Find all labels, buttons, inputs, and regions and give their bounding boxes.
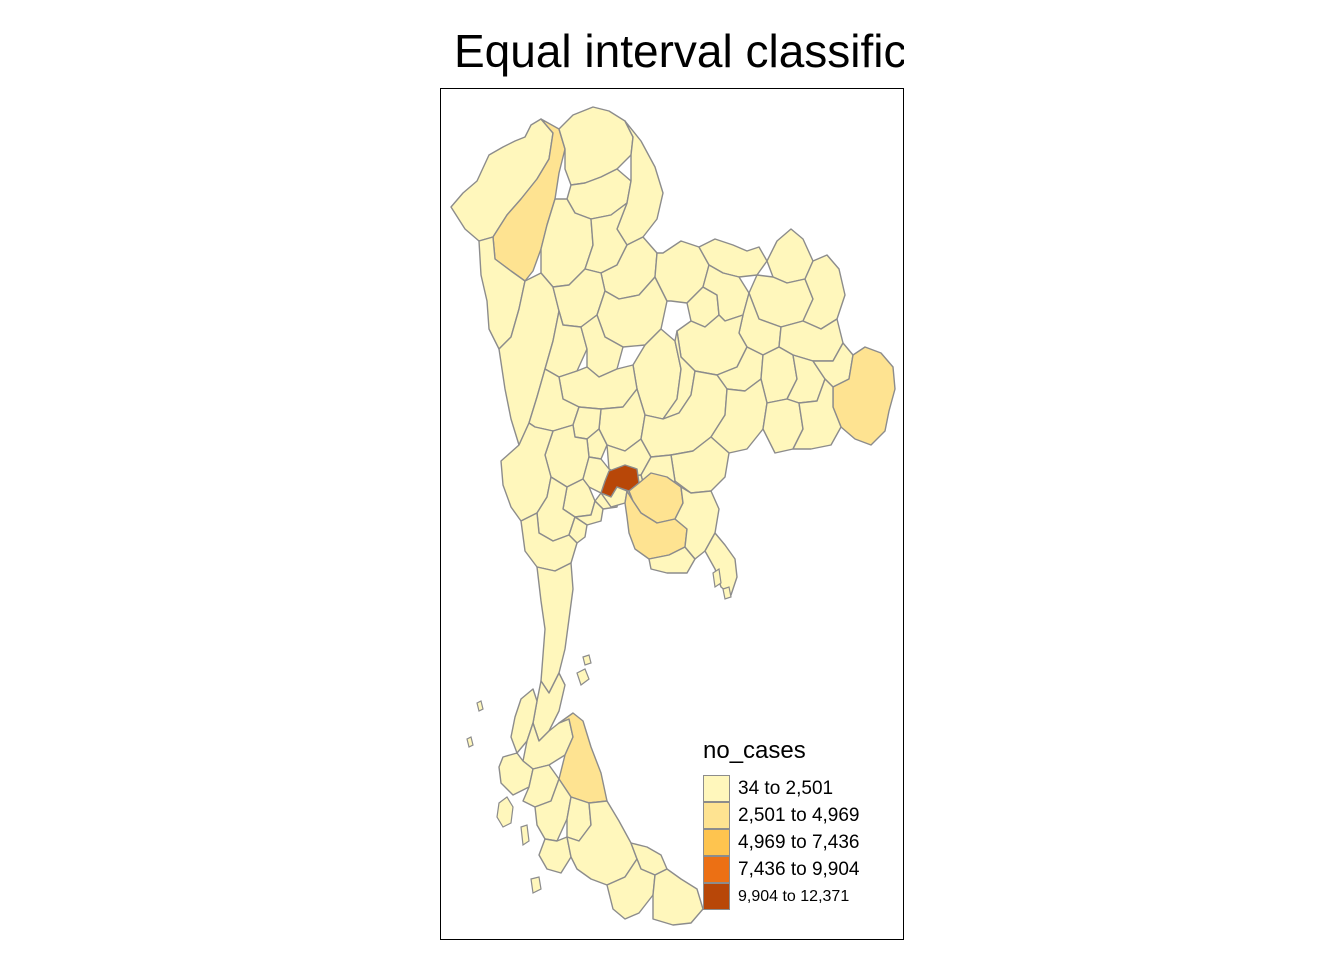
province-satun (538, 836, 572, 874)
province-narathiwat (652, 868, 704, 926)
map-frame: no_cases 34 to 2,501 2,501 to 4,969 4,96… (440, 88, 904, 940)
legend-label: 34 to 2,501 (738, 777, 834, 799)
legend-item: 2,501 to 4,969 (703, 802, 860, 829)
island-phuket (496, 796, 514, 828)
map-title: Equal interval classification (454, 25, 904, 77)
province-trat (704, 532, 738, 596)
province-sa-kaeo (670, 436, 730, 494)
legend-item: 7,436 to 9,904 (703, 856, 860, 883)
legend-swatch (703, 802, 730, 829)
legend-swatch (703, 775, 730, 802)
thailand-provinces (450, 106, 896, 926)
legend-swatch (703, 883, 730, 910)
island-samui (576, 668, 590, 686)
province-chiang-rai (558, 106, 634, 186)
choropleth-map (450, 106, 896, 926)
island-phangan (582, 654, 592, 666)
legend-title: no_cases (703, 737, 806, 764)
legend-label: 9,904 to 12,371 (738, 887, 850, 905)
province-prachuap-khiri-khan (536, 562, 574, 694)
map-legend: no_cases 34 to 2,501 2,501 to 4,969 4,96… (703, 737, 860, 910)
legend-item: 4,969 to 7,436 (703, 829, 860, 856)
island-chang (712, 567, 722, 589)
legend-label: 7,436 to 9,904 (738, 858, 860, 880)
island-kut (722, 586, 732, 600)
island-similan (466, 736, 474, 748)
legend-label: 4,969 to 7,436 (738, 831, 860, 853)
legend-swatch (703, 856, 730, 883)
legend-label: 2,501 to 4,969 (738, 804, 860, 826)
island-lanta (520, 824, 530, 847)
island-tarutao (530, 876, 542, 894)
map-title-area: Equal interval classification (440, 0, 904, 88)
legend-item: 34 to 2,501 (703, 775, 860, 802)
province-chanthaburi (674, 486, 720, 560)
legend-item: 9,904 to 12,371 (703, 883, 860, 910)
province-phetchaburi (520, 512, 578, 572)
legend-swatch (703, 829, 730, 856)
island-surin (476, 700, 484, 712)
islands (466, 567, 732, 894)
province-si-sa-ket (792, 378, 842, 450)
province-rayong (648, 546, 696, 574)
